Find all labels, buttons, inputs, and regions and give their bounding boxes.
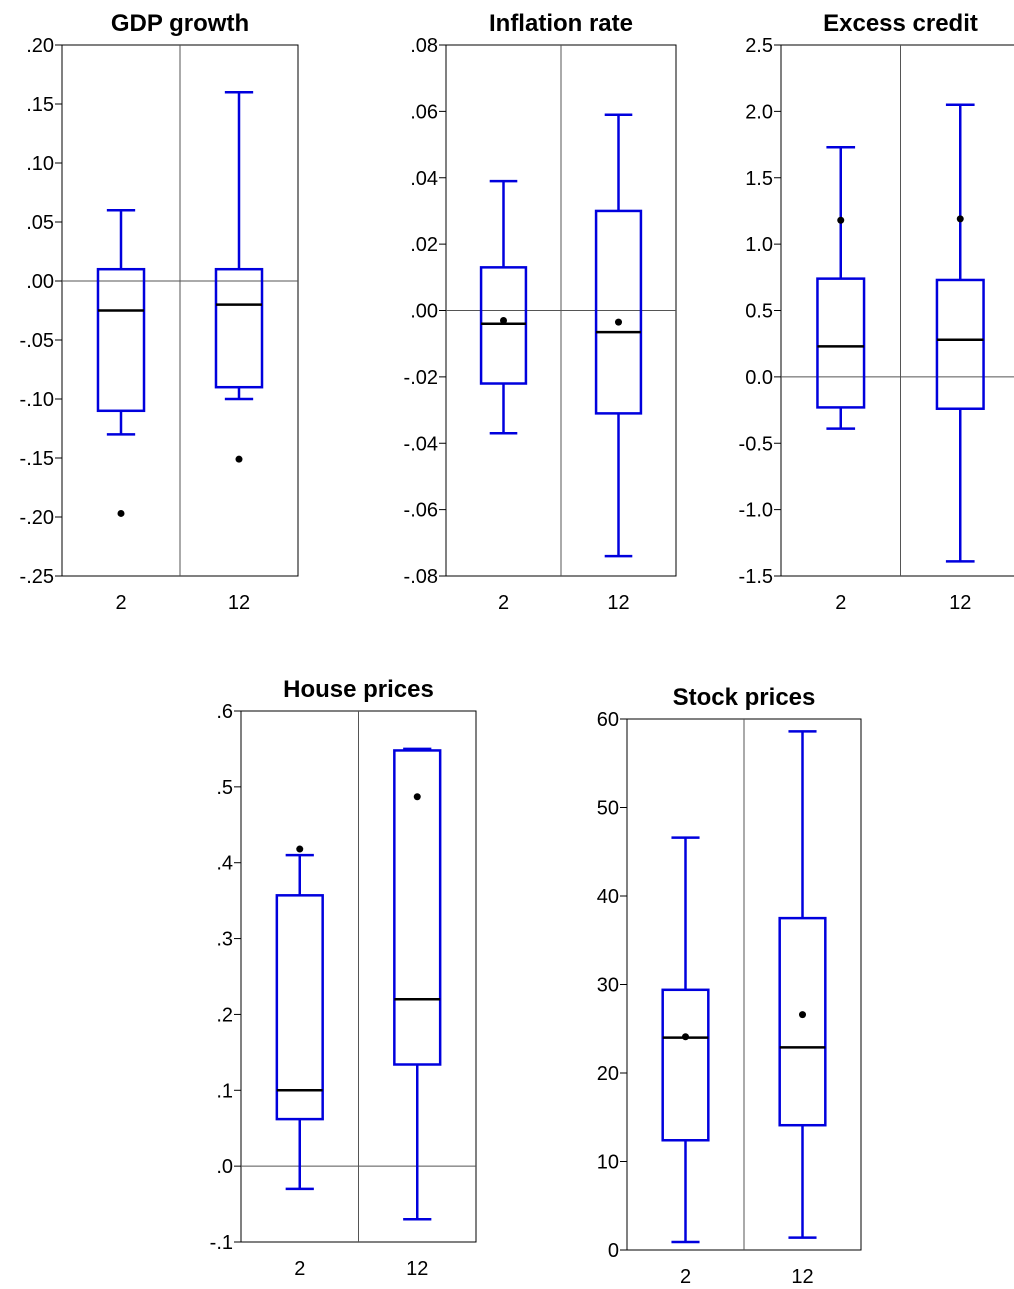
mean-dot: [413, 793, 421, 801]
y-tick-label: 0.5: [745, 301, 773, 323]
y-tick-label: -.04: [404, 433, 438, 455]
y-tick-label: .0: [216, 1156, 233, 1178]
y-tick-label: .00: [410, 301, 438, 323]
y-tick-label: .10: [26, 153, 54, 175]
mean-dot: [117, 509, 125, 517]
y-tick-label: .06: [410, 101, 438, 123]
y-tick-label: -.05: [20, 330, 54, 352]
y-tick-label: -1.0: [739, 500, 773, 522]
mean-dot: [799, 1011, 806, 1019]
iqr-box: [778, 916, 827, 1127]
y-tick-label: -0.5: [739, 433, 773, 455]
y-tick-label: .08: [410, 35, 438, 57]
iqr-box: [214, 267, 264, 389]
plot-frame: [780, 44, 1014, 577]
x-category-label: 12: [607, 592, 629, 614]
x-category-label: 2: [680, 1266, 691, 1288]
y-tick-label: -1.5: [739, 566, 773, 588]
iqr-box: [816, 277, 866, 409]
y-tick-label: .00: [26, 271, 54, 293]
y-tick-label: 1.5: [745, 168, 773, 190]
y-tick-label: 0.0: [745, 367, 773, 389]
y-tick-label: 50: [597, 798, 619, 820]
y-tick-label: 10: [597, 1152, 619, 1174]
y-tick-label: .5: [216, 777, 233, 799]
chart-title: House prices: [283, 676, 434, 703]
x-category-label: 2: [115, 592, 126, 614]
chart-title: Stock prices: [673, 684, 816, 711]
x-category-label: 12: [791, 1266, 813, 1288]
y-tick-label: 2.5: [745, 35, 773, 57]
y-tick-label: 40: [597, 886, 619, 908]
chart-title: Inflation rate: [489, 10, 633, 37]
iqr-box: [594, 209, 643, 415]
y-tick-label: -.25: [20, 566, 54, 588]
x-category-label: 12: [228, 592, 250, 614]
iqr-box: [393, 749, 442, 1066]
y-tick-label: 60: [597, 709, 619, 731]
iqr-box: [96, 267, 146, 413]
y-tick-label: .04: [410, 168, 438, 190]
chart-panel: 2.5 2.0 1.5 1.0 0.5 0.0 -0.5 -1.0 -1.5 Excess cre…: [739, 10, 1014, 614]
iqr-box: [479, 266, 528, 385]
chart-panel: 60 50 40 30 20 10 0 Stock prices 2 12: [597, 684, 862, 1288]
chart-panel: .6 .5 .4 .3 .2 .1 .0 -.1 House prices 2 12: [210, 676, 477, 1280]
mean-dot: [235, 455, 243, 463]
y-tick-label: -.08: [404, 566, 438, 588]
x-category-label: 2: [294, 1258, 305, 1280]
y-tick-label: .15: [26, 94, 54, 116]
y-tick-label: -.06: [404, 500, 438, 522]
x-category-label: 2: [835, 592, 846, 614]
x-category-label: 2: [498, 592, 509, 614]
y-tick-label: -.15: [20, 448, 54, 470]
y-tick-label: .4: [216, 853, 233, 875]
y-tick-label: -.10: [20, 389, 54, 411]
y-tick-label: 2.0: [745, 101, 773, 123]
mean-dot: [837, 216, 845, 224]
iqr-box: [275, 894, 324, 1121]
x-category-label: 12: [949, 592, 971, 614]
iqr-box: [661, 988, 710, 1142]
chart-panel: .20 .15 .10 .05 .00 -.05 -.10 -.15 -.20 -.25 GDP g…: [20, 10, 299, 614]
chart-title: GDP growth: [111, 10, 249, 37]
y-tick-label: 1.0: [745, 234, 773, 256]
chart-panel: .08 .06 .04 .02 .00 -.02 -.04 -.06 -.08 Inflation…: [404, 10, 677, 614]
chart-title: Excess credit: [823, 10, 978, 37]
mean-dot: [956, 215, 964, 223]
y-tick-label: .2: [216, 1004, 233, 1026]
y-tick-label: .02: [410, 234, 438, 256]
y-tick-label: -.02: [404, 367, 438, 389]
y-tick-label: .20: [26, 35, 54, 57]
mean-dot: [500, 316, 507, 324]
y-tick-label: .1: [216, 1080, 233, 1102]
mean-dot: [296, 845, 304, 853]
y-tick-label: .3: [216, 929, 233, 951]
y-tick-label: 30: [597, 975, 619, 997]
iqr-box: [935, 278, 985, 410]
y-tick-label: -.20: [20, 507, 54, 529]
mean-dot: [682, 1033, 689, 1041]
y-tick-label: 0: [608, 1240, 619, 1262]
y-tick-label: .6: [216, 701, 233, 723]
y-tick-label: .05: [26, 212, 54, 234]
mean-dot: [615, 318, 622, 326]
y-tick-label: -.1: [210, 1232, 233, 1254]
y-tick-label: 20: [597, 1063, 619, 1085]
x-category-label: 12: [406, 1258, 428, 1280]
